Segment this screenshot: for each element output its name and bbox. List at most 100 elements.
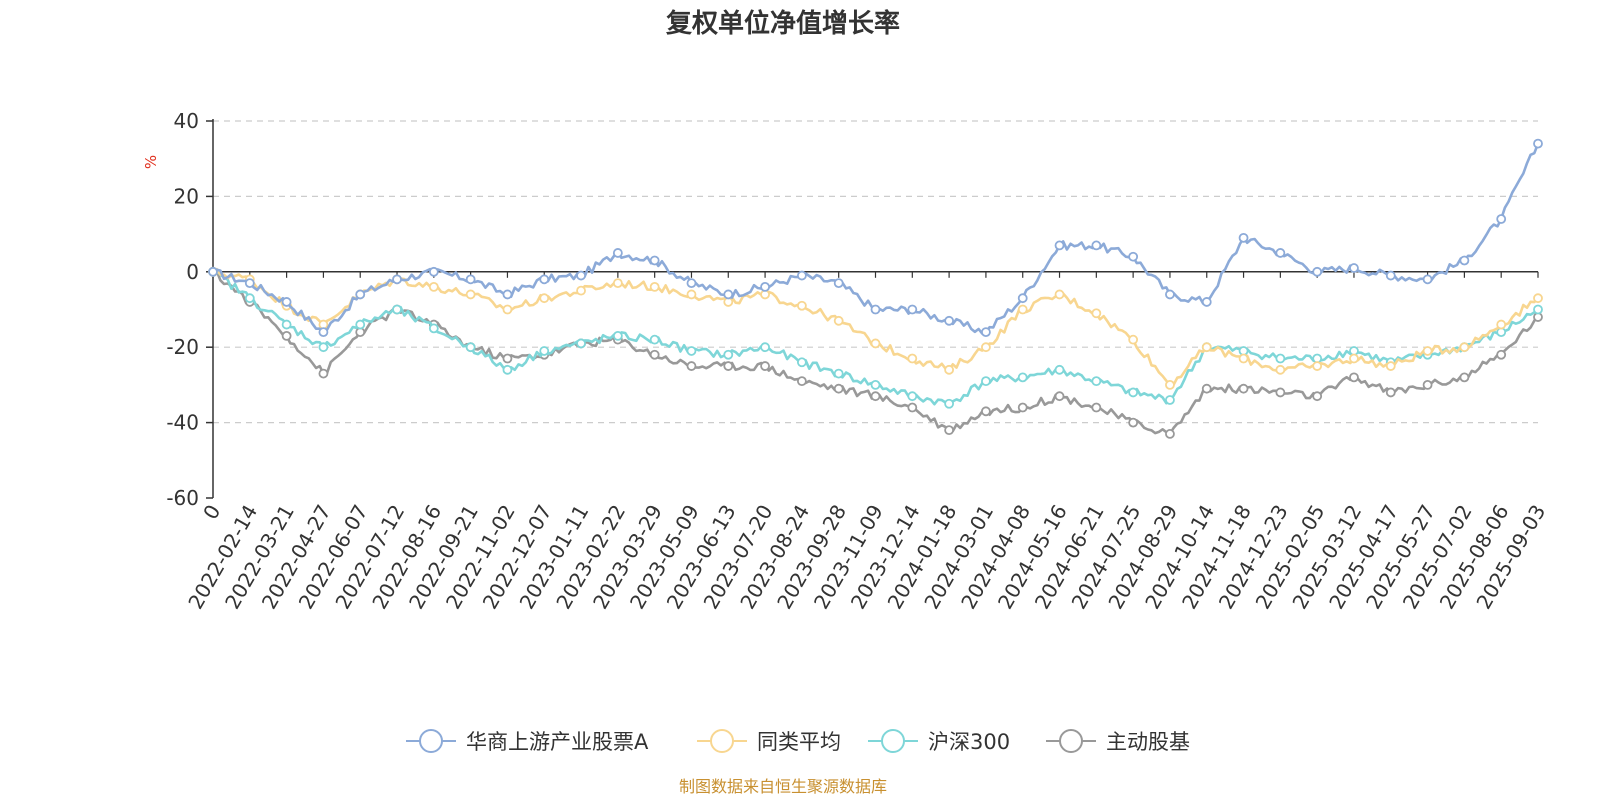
data-point: [1128, 387, 1139, 398]
data-point: [1017, 304, 1028, 315]
legend-swatch-circle: [710, 729, 734, 753]
data-point: [1275, 353, 1286, 364]
data-point: [870, 391, 881, 402]
data-point: [208, 266, 218, 277]
data-point: [1275, 248, 1286, 258]
data-point: [833, 368, 844, 379]
legend-item[interactable]: 沪深300: [868, 729, 1010, 754]
data-point: [1238, 353, 1249, 364]
data-point: [944, 398, 955, 409]
data-point: [907, 402, 918, 413]
data-point: [1459, 255, 1470, 266]
data-point: [723, 361, 734, 371]
data-point: [1496, 349, 1507, 360]
data-point: [649, 334, 660, 345]
data-point: [1385, 387, 1396, 398]
data-point: [392, 304, 402, 315]
data-point: [1496, 214, 1507, 224]
data-point: [465, 274, 476, 285]
legend-swatch-circle: [419, 729, 443, 753]
data-point: [1385, 361, 1396, 371]
source-note: 制图数据来自恒生聚源数据库: [679, 777, 887, 796]
data-point: [1165, 395, 1175, 405]
chart-title: 复权单位净值增长率: [666, 8, 900, 39]
series-line: [212, 267, 1539, 387]
data-point: [428, 323, 439, 334]
data-point: [796, 357, 807, 368]
data-point: [981, 342, 991, 353]
data-point: [1238, 232, 1249, 243]
data-point: [281, 319, 292, 330]
data-point: [649, 349, 660, 360]
data-point: [576, 270, 586, 281]
data-point: [318, 342, 329, 353]
legend-label: 同类平均: [757, 730, 841, 754]
data-point: [1533, 293, 1543, 304]
data-point: [281, 297, 292, 307]
data-point: [1349, 263, 1359, 273]
data-point: [576, 338, 586, 349]
data-point: [1054, 240, 1065, 251]
data-point: [244, 278, 255, 289]
y-tick-label: 0: [186, 260, 199, 284]
data-point: [355, 289, 366, 300]
data-point: [1496, 319, 1507, 330]
data-point: [1017, 402, 1028, 413]
data-point: [1091, 308, 1102, 319]
y-tick-label: -20: [166, 335, 199, 359]
data-point: [981, 376, 991, 387]
data-point: [1312, 266, 1323, 277]
data-point: [428, 266, 439, 277]
data-point: [870, 379, 881, 390]
data-point: [796, 376, 807, 387]
data-point: [392, 274, 402, 285]
data-point: [465, 342, 476, 353]
data-point: [760, 281, 770, 292]
series-3: [208, 266, 1543, 439]
data-point: [907, 391, 918, 402]
y-tick-label: -60: [166, 486, 199, 510]
y-tick-label: 20: [174, 184, 199, 208]
data-point: [612, 248, 623, 258]
data-point: [1385, 270, 1396, 281]
data-point: [1091, 376, 1102, 387]
data-point: [1201, 297, 1212, 307]
legend-label: 沪深300: [928, 730, 1010, 754]
data-point: [1017, 293, 1028, 304]
data-point: [1054, 289, 1065, 300]
data-point: [981, 327, 991, 338]
data-point: [1422, 274, 1433, 285]
data-point: [355, 319, 366, 330]
data-point: [1349, 372, 1359, 383]
data-point: [502, 304, 513, 315]
data-point: [1422, 346, 1433, 356]
data-point: [1201, 342, 1212, 353]
series-2: [208, 266, 1543, 409]
data-point: [870, 304, 881, 315]
legend-item[interactable]: 同类平均: [697, 729, 841, 754]
data-point: [686, 346, 697, 356]
data-point: [1533, 304, 1543, 315]
data-point: [244, 293, 255, 304]
y-axis: 40 20 0 -20 -40 -60: [166, 109, 214, 510]
data-point: [1201, 383, 1212, 394]
legend-item[interactable]: 主动股基: [1046, 729, 1190, 754]
data-point: [1091, 240, 1102, 251]
y-tick-label: -40: [166, 411, 199, 435]
data-point: [1165, 289, 1175, 300]
data-point: [1422, 379, 1433, 390]
data-point: [1017, 372, 1028, 383]
legend-item[interactable]: 华商上游产业股票A: [406, 729, 649, 754]
data-point: [1165, 379, 1175, 390]
data-point: [318, 327, 329, 338]
legend-label: 华商上游产业股票A: [466, 730, 649, 754]
series-1: [208, 266, 1543, 390]
data-point: [649, 281, 660, 292]
data-point: [686, 361, 697, 371]
data-point: [1459, 372, 1470, 383]
data-point: [1312, 361, 1323, 371]
data-point: [1054, 364, 1065, 375]
data-point: [796, 300, 807, 311]
data-point: [612, 278, 623, 289]
